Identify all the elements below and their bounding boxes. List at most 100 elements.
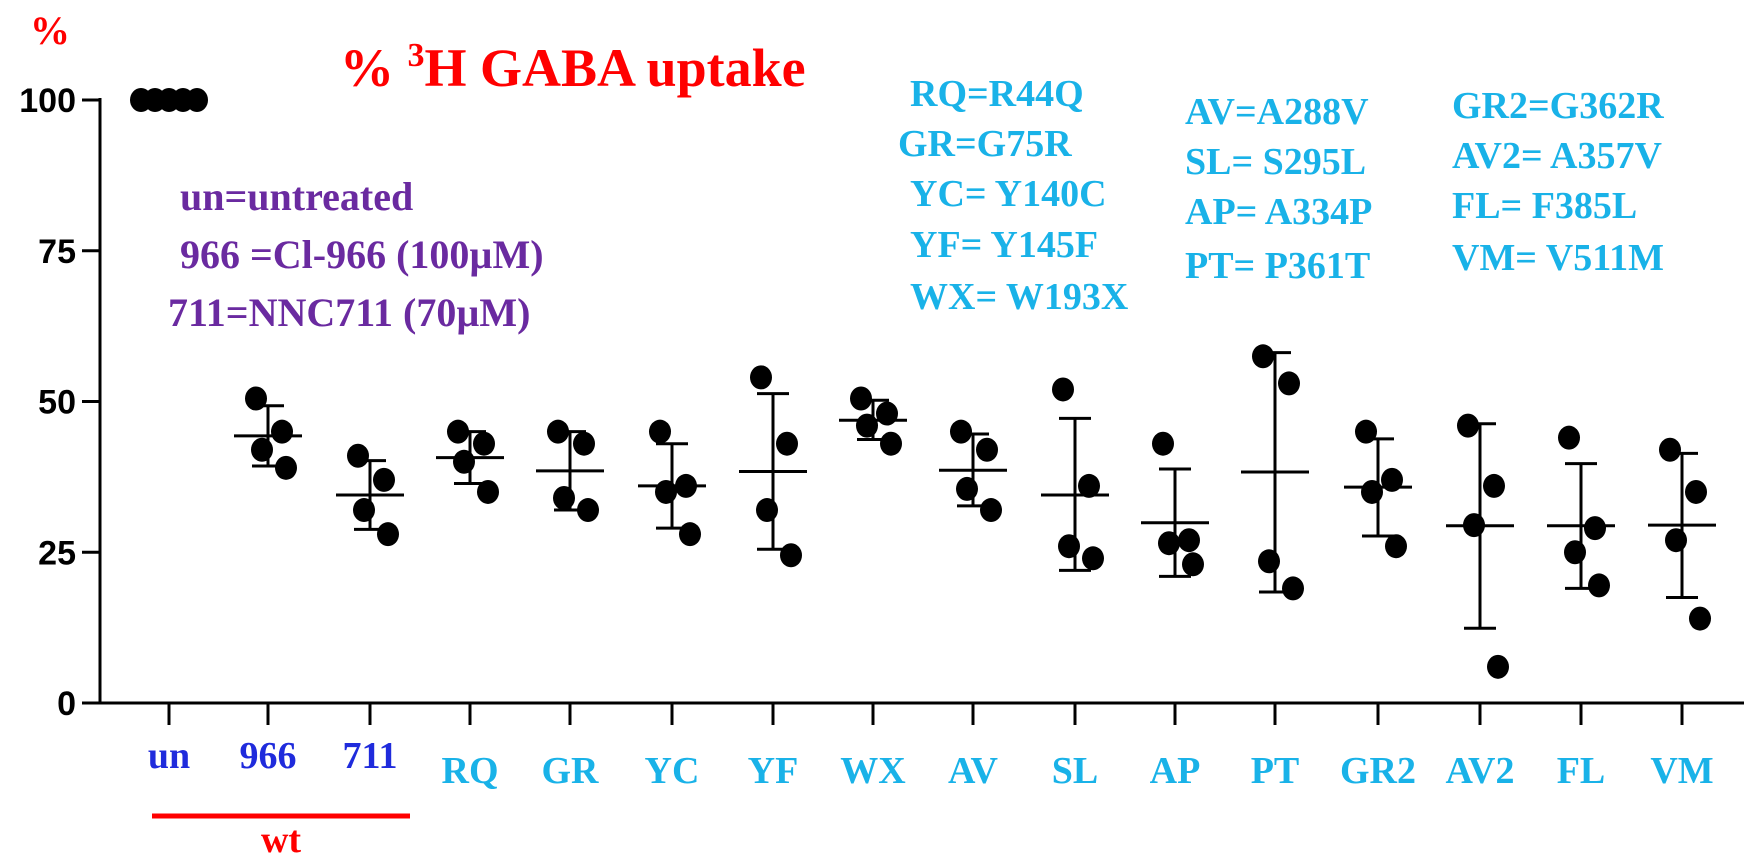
- point-RQ-3: [453, 449, 475, 474]
- point-AV-4: [980, 498, 1002, 523]
- x-tick-label-966: 966: [240, 735, 297, 777]
- point-AP-2: [1178, 528, 1200, 553]
- point-AV2-2: [1483, 473, 1505, 498]
- point-AV-3: [956, 476, 978, 501]
- x-tick-label-WX: WX: [840, 750, 905, 792]
- point-711-3: [353, 498, 375, 523]
- point-VM-1: [1659, 437, 1681, 462]
- x-tick-label-AV: AV: [948, 750, 999, 792]
- treatment-legend: un=untreated 966 =Cl-966 (100µM) 711=NNC…: [168, 174, 544, 335]
- title-prefix: %: [340, 38, 408, 98]
- point-FL-3: [1564, 540, 1586, 565]
- legend-vm: VM= V511M: [1452, 237, 1664, 279]
- x-tick-label-un: un: [148, 735, 190, 777]
- y-tick-label-0: 0: [57, 685, 76, 723]
- point-GR-4: [577, 498, 599, 523]
- legend-rq: RQ=R44Q: [910, 73, 1084, 115]
- point-YC-4: [679, 522, 701, 547]
- x-tick-label-PT: PT: [1251, 750, 1300, 792]
- legend-yf: YF= Y145F: [910, 224, 1098, 266]
- data-points: [130, 88, 1711, 679]
- point-AV-1: [950, 419, 972, 444]
- point-WX-1: [850, 386, 872, 411]
- point-RQ-1: [447, 419, 469, 444]
- legend-nnc711: 711=NNC711 (70µM): [168, 290, 530, 335]
- point-AV-2: [976, 437, 998, 462]
- point-PT-4: [1282, 576, 1304, 601]
- x-tick-label-RQ: RQ: [442, 750, 499, 792]
- x-tick-label-711: 711: [343, 735, 398, 777]
- y-tick-label-50: 50: [38, 384, 76, 422]
- point-GR-2: [573, 431, 595, 456]
- y-tick-label-25: 25: [38, 534, 76, 572]
- point-WX-3: [856, 413, 878, 438]
- point-AP-3: [1158, 531, 1180, 556]
- x-tick-label-YC: YC: [645, 750, 700, 792]
- x-tick-label-FL: FL: [1557, 750, 1606, 792]
- point-AP-4: [1182, 552, 1204, 577]
- legend-gr2: GR2=G362R: [1452, 85, 1664, 127]
- point-FL-2: [1584, 516, 1606, 541]
- x-tick-label-GR: GR: [542, 750, 600, 792]
- x-tick-label-GR2: GR2: [1340, 750, 1416, 792]
- point-YF-3: [756, 498, 778, 523]
- title-main: H GABA uptake: [425, 38, 806, 98]
- point-966-2: [271, 419, 293, 444]
- point-RQ-4: [477, 479, 499, 504]
- axes: 0 25 50 75 100: [19, 82, 1744, 725]
- x-tick-label-AV2: AV2: [1446, 750, 1515, 792]
- point-un-5: [186, 88, 208, 112]
- legend-sl: SL= S295L: [1185, 141, 1366, 183]
- legend-ap: AP= A334P: [1185, 191, 1372, 233]
- point-711-4: [377, 522, 399, 547]
- legend-wx: WX= W193X: [910, 276, 1128, 318]
- point-SL-4: [1082, 546, 1104, 571]
- y-tick-label-75: 75: [38, 233, 76, 271]
- x-tick-labels: un 966 711 RQ GR YC YF WX AV SL AP PT GR2 AV2 FL VM: [148, 735, 1714, 792]
- point-YF-2: [776, 431, 798, 456]
- point-AV2-1: [1457, 413, 1479, 438]
- point-966-3: [251, 437, 273, 462]
- point-711-1: [347, 443, 369, 468]
- point-GR2-1: [1355, 419, 1377, 444]
- title-superscript: 3: [408, 37, 425, 74]
- legend-gr: GR=G75R: [898, 123, 1072, 165]
- chart-title: % 3H GABA uptake: [340, 37, 806, 98]
- point-RQ-2: [473, 431, 495, 456]
- point-YF-4: [780, 543, 802, 568]
- legend-av: AV=A288V: [1185, 91, 1369, 133]
- point-YC-2: [675, 473, 697, 498]
- point-SL-1: [1052, 377, 1074, 402]
- point-SL-2: [1078, 473, 1100, 498]
- point-YC-3: [655, 479, 677, 504]
- legend-yc: YC= Y140C: [910, 173, 1107, 215]
- point-VM-4: [1689, 606, 1711, 631]
- legend-fl: FL= F385L: [1452, 185, 1637, 227]
- point-YC-1: [649, 419, 671, 444]
- point-PT-2: [1278, 371, 1300, 396]
- mutation-legend: RQ=R44Q GR=G75R YC= Y140C YF= Y145F WX= …: [898, 73, 1664, 318]
- point-966-1: [245, 386, 267, 411]
- legend-untreated: un=untreated: [180, 174, 413, 219]
- point-GR-3: [553, 485, 575, 510]
- point-AV2-3: [1463, 513, 1485, 538]
- point-VM-3: [1665, 528, 1687, 553]
- point-GR2-2: [1381, 467, 1403, 492]
- legend-cl966: 966 =Cl-966 (100µM): [180, 232, 544, 277]
- legend-pt: PT= P361T: [1185, 245, 1370, 287]
- wt-group-label: wt: [261, 819, 301, 859]
- point-WX-4: [880, 431, 902, 456]
- x-tick-label-VM: VM: [1650, 750, 1713, 792]
- point-AV2-4: [1487, 654, 1509, 679]
- legend-av2: AV2= A357V: [1452, 135, 1662, 177]
- y-axis-label: %: [30, 8, 70, 53]
- point-711-2: [373, 467, 395, 492]
- point-WX-2: [876, 401, 898, 426]
- point-966-4: [275, 455, 297, 480]
- point-GR-1: [547, 419, 569, 444]
- point-GR2-4: [1385, 534, 1407, 559]
- point-GR2-3: [1361, 479, 1383, 504]
- point-PT-1: [1252, 344, 1274, 369]
- y-tick-label-100: 100: [19, 82, 76, 120]
